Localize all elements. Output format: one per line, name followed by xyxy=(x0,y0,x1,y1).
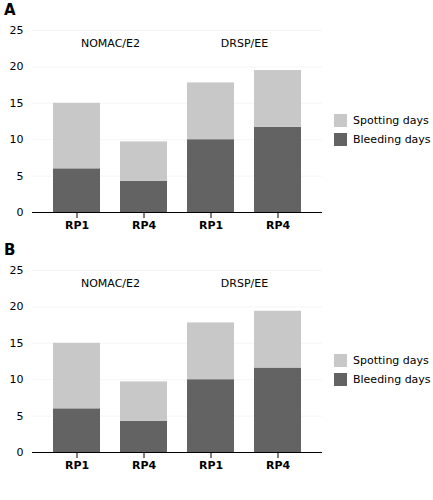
svg-text:15: 15 xyxy=(10,337,24,350)
svg-text:25: 25 xyxy=(10,24,24,37)
svg-text:5: 5 xyxy=(17,170,24,183)
svg-text:10: 10 xyxy=(10,133,24,146)
svg-text:RP1: RP1 xyxy=(65,219,89,232)
svg-text:RP4: RP4 xyxy=(132,219,157,232)
svg-text:5: 5 xyxy=(17,410,24,423)
html-text:Bleeding days: Bleeding days xyxy=(353,373,431,386)
svg-text:20: 20 xyxy=(10,60,24,73)
svg-text:25: 25 xyxy=(10,264,24,277)
html-text:B: B xyxy=(4,241,16,259)
svg-text:NOMAC/E2: NOMAC/E2 xyxy=(81,37,140,50)
svg-text:20: 20 xyxy=(10,300,24,313)
svg-text:0: 0 xyxy=(17,206,24,219)
svg-text:DRSP/EE: DRSP/EE xyxy=(221,37,268,50)
svg-text:15: 15 xyxy=(10,97,24,110)
svg-text:DRSP/EE: DRSP/EE xyxy=(221,277,268,290)
html-text:Bleeding days: Bleeding days xyxy=(353,133,431,146)
svg-text:0: 0 xyxy=(17,446,24,459)
svg-text:RP1: RP1 xyxy=(199,219,223,232)
svg-text:RP4: RP4 xyxy=(132,459,157,472)
svg-text:10: 10 xyxy=(10,373,24,386)
svg-text:RP1: RP1 xyxy=(65,459,89,472)
svg-text:RP4: RP4 xyxy=(266,459,291,472)
svg-text:RP4: RP4 xyxy=(266,219,291,232)
svg-text:RP1: RP1 xyxy=(199,459,223,472)
html-text:A: A xyxy=(4,1,16,19)
svg-text:NOMAC/E2: NOMAC/E2 xyxy=(81,277,140,290)
html-text:Spotting days: Spotting days xyxy=(353,114,429,127)
html-text:Spotting days: Spotting days xyxy=(353,354,429,367)
